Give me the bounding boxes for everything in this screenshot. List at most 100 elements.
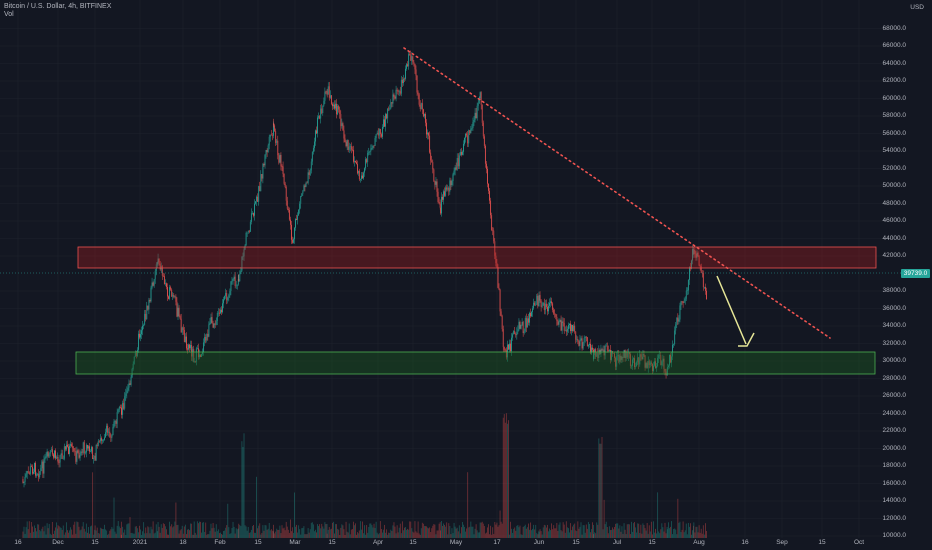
volume-bar [706,530,707,538]
candle-body [234,276,236,286]
candle-body [259,186,261,192]
candle-body [384,119,385,127]
candle-body [681,301,683,303]
volume-bar [278,529,280,538]
candle-body [610,350,611,360]
volume-bar [395,533,397,538]
volume-bar [397,532,399,538]
candle-body [357,163,359,174]
volume-bar [433,524,435,538]
candle-body [542,302,544,306]
resistance-zone[interactable] [77,246,877,269]
volume-bar [121,534,122,538]
candle-body [511,337,512,352]
price-tick-label: 10000.0 [882,532,907,539]
candle-body [523,331,525,333]
volume-bar [558,524,560,538]
volume-bar [372,527,374,538]
volume-bar [336,524,338,538]
candle-body [424,113,425,117]
volume-bar [335,524,336,538]
volume-bar [366,525,368,538]
candle-body [366,159,368,163]
volume-bar [354,525,355,538]
volume-bar [176,525,178,538]
candle-body [184,336,186,343]
volume-bar [519,525,521,538]
candle-body [127,387,129,391]
volume-bar [141,534,142,538]
volume-bar [315,529,316,538]
candle-body [606,345,608,351]
volume-bar [549,528,550,538]
volume-bar [186,534,187,538]
volume-bar [504,422,506,538]
time-tick-label: May [449,539,463,546]
volume-bar [563,524,565,538]
candle-body [255,201,256,204]
volume-bar [430,532,432,538]
volume-bar [332,522,333,538]
volume-bar [351,529,353,538]
candle-body [109,431,111,437]
volume-bar [527,523,529,538]
price-tick-label: 24000.0 [882,409,907,417]
volume-bar [454,526,456,538]
volume-bar [64,532,66,538]
down-arrow[interactable] [716,275,755,347]
candle-body [501,316,503,329]
volume-bar [83,528,85,538]
volume-bar [206,534,208,538]
candle-body [33,471,34,474]
volume-bar [81,526,83,538]
candle-body [428,132,429,136]
support-zone[interactable] [75,351,876,375]
volume-bar [221,534,222,538]
candle-body [311,151,313,162]
volume-bar [61,529,63,538]
volume-bar [55,527,56,538]
volume-bar [163,524,165,538]
volume-bar [158,526,160,538]
candle-body [597,352,599,359]
candle-body [268,136,270,146]
volume-bar [58,526,60,538]
volume-label: Vol [4,11,14,18]
descending-trendline[interactable] [403,47,831,339]
volume-bar [84,531,86,538]
volume-bar [85,523,87,538]
candle-body [191,344,193,357]
candle-body [563,323,565,331]
volume-bar [625,533,627,538]
candle-body [169,287,171,299]
candle-body [445,187,447,196]
candle-body [700,266,702,273]
volume-bar [134,526,136,538]
candle-body [363,172,364,179]
candle-body [118,406,120,410]
volume-bar [318,526,320,538]
volume-bar [455,528,457,538]
volume-bar [148,527,150,538]
volume-bar [358,530,360,538]
candle-body [299,203,301,210]
volume-bar [88,527,89,538]
volume-bar [445,526,447,538]
time-tick-label: Aug [693,539,705,546]
volume-bar [435,534,437,538]
candle-body [247,230,249,233]
candle-body [470,128,472,134]
candle-body [323,100,325,106]
volume-bar [326,523,328,538]
volume-bar [247,526,249,538]
candle-body [575,331,577,340]
volume-bar [459,533,461,538]
candle-body [487,168,488,184]
volume-bar [444,524,445,538]
candles [22,50,707,488]
volume-bar [280,533,282,538]
candle-body [47,451,49,457]
volume-bar [349,534,351,538]
volume-bar [520,534,522,538]
